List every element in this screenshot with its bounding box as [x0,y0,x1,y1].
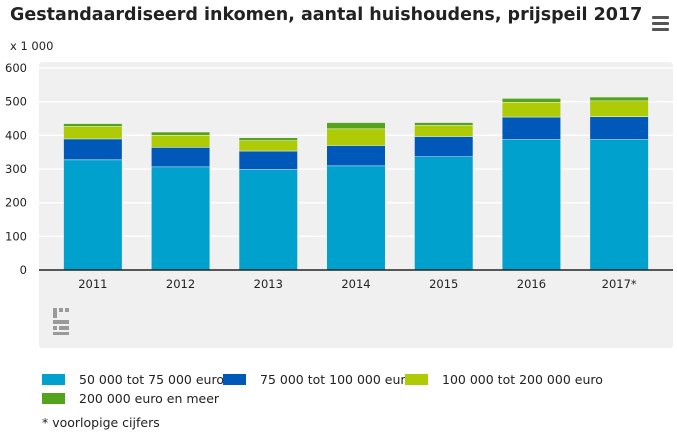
bar-segment [151,134,210,148]
bar-segment [151,147,210,167]
y-tick-label: 600 [5,61,27,75]
legend-item: 75 000 tot 100 000 euro [223,371,413,387]
bar-segment [327,145,385,166]
x-tick-label: 2014 [341,277,370,291]
bar-segment [590,139,649,270]
legend-swatch [223,373,246,385]
y-tick-label: 200 [5,196,27,210]
footnote: * voorlopige cijfers [42,415,160,430]
x-tick-label: 2017* [602,277,637,291]
bar-segment [590,100,649,117]
y-tick-label: 100 [5,229,27,243]
bar-segment [414,156,473,270]
legend-label: 100 000 tot 200 000 euro [442,371,603,387]
legend-swatch [405,373,428,385]
y-tick-label: 400 [5,128,27,142]
bar-segment [414,122,473,126]
bar-segment [590,97,649,101]
legend-swatch [42,373,65,385]
bar-segment [239,169,298,270]
bar-segment [327,122,385,129]
bar-segment [63,126,122,139]
bar-segment [239,150,298,170]
y-tick-label: 0 [20,263,27,277]
bar-segment [502,116,561,140]
bar-segment [414,136,473,157]
x-tick-label: 2015 [429,277,458,291]
chart-title: Gestandaardiseerd inkomen, aantal huisho… [10,5,643,25]
cbs-logo-icon [53,308,69,335]
bar-segment [502,102,561,117]
bar-segment [502,139,561,270]
legend-label: 200 000 euro en meer [79,390,220,406]
x-tick-label: 2012 [166,277,195,291]
bar-segment [239,138,298,141]
legend-item: 200 000 euro en meer [42,390,219,406]
bar-segment [63,123,122,127]
x-tick-label: 2011 [78,277,107,291]
legend-label: 50 000 tot 75 000 euro [79,371,224,387]
y-tick-label: 500 [5,95,27,109]
x-tick-label: 2013 [254,277,283,291]
legend-swatch [42,392,65,404]
legend-item: 100 000 tot 200 000 euro [405,371,603,387]
bar-segment [151,166,210,270]
x-tick-label: 2016 [517,277,546,291]
bar-segment [590,116,649,140]
y-axis-label: x 1 000 [10,39,53,53]
bar-segment [63,138,122,160]
bar-segment [414,125,473,137]
bar-segment [502,98,561,103]
legend-label: 75 000 tot 100 000 euro [260,371,413,387]
bar-segment [327,165,385,270]
y-tick-label: 300 [5,162,27,176]
bar-segment [327,128,385,146]
bar-segment [63,159,122,270]
bar-segment [239,140,298,151]
legend-item: 50 000 tot 75 000 euro [42,371,224,387]
bar-segment [151,132,210,135]
hamburger-menu-icon[interactable] [652,16,670,32]
